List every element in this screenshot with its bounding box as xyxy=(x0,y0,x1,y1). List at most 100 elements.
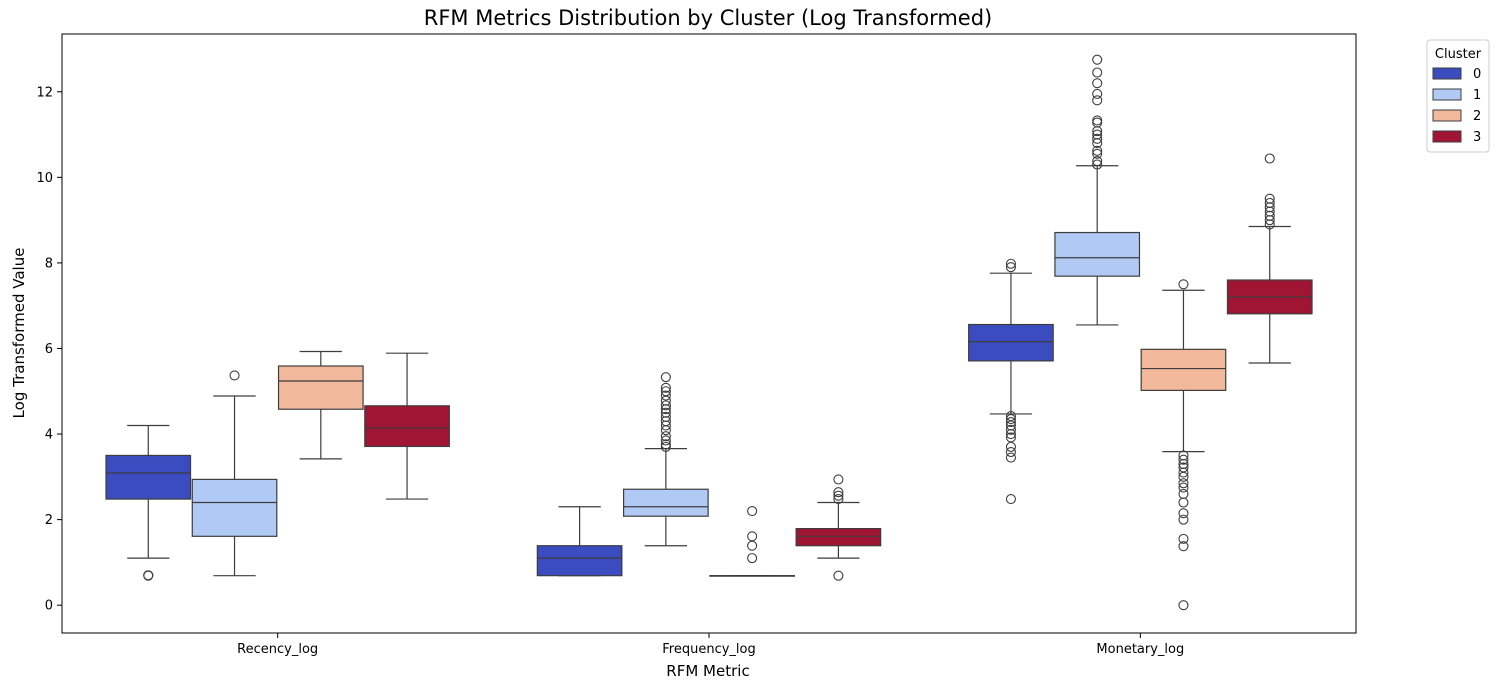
outlier-point xyxy=(660,372,671,383)
legend-label-1: 1 xyxy=(1473,88,1481,103)
outlier-point xyxy=(1092,133,1103,144)
outlier-point xyxy=(1092,117,1103,128)
box-iqr xyxy=(277,365,364,410)
outlier-point xyxy=(833,570,844,581)
x-tick-label: Recency_log xyxy=(237,642,318,657)
box-iqr xyxy=(968,323,1054,362)
outlier-point xyxy=(1178,514,1189,525)
box-cluster-1-Monetary_log xyxy=(1054,54,1141,326)
box-cluster-3-Monetary_log xyxy=(1226,153,1313,364)
plot-frame xyxy=(61,33,1357,634)
outlier-point xyxy=(1092,145,1103,156)
outlier-point xyxy=(747,553,758,564)
outlier-point xyxy=(1005,258,1016,269)
outlier-point xyxy=(1005,417,1016,428)
outlier-point xyxy=(1178,454,1189,465)
outlier-point xyxy=(1092,156,1103,167)
box-cluster-2-Recency_log xyxy=(277,350,364,460)
legend-swatch-2 xyxy=(1432,109,1462,122)
box-iqr xyxy=(105,454,192,500)
outlier-point xyxy=(1178,279,1189,290)
box-iqr xyxy=(795,528,882,547)
legend-swatch-1 xyxy=(1432,88,1462,101)
box-cluster-2-Frequency_log xyxy=(709,506,796,577)
box-cluster-0-Frequency_log xyxy=(536,506,623,577)
y-tick-label: 4 xyxy=(45,428,53,443)
outlier-point xyxy=(660,407,671,418)
outlier-point xyxy=(660,400,671,411)
box-iqr xyxy=(1140,348,1227,392)
box-iqr xyxy=(622,488,709,517)
outlier-point xyxy=(1178,533,1189,544)
outlier-point xyxy=(1178,497,1189,508)
outlier-point xyxy=(1005,262,1016,273)
outlier-point xyxy=(1005,424,1016,435)
outlier-point xyxy=(1005,428,1016,440)
outlier-point xyxy=(1092,159,1103,170)
box-cluster-3-Recency_log xyxy=(364,352,450,500)
legend: Cluster 0 1 2 3 xyxy=(1426,39,1490,153)
outlier-point xyxy=(833,487,844,498)
outlier-point xyxy=(1092,78,1103,89)
outlier-point xyxy=(660,431,671,442)
outlier-point xyxy=(1178,600,1189,611)
outlier-point xyxy=(833,494,844,505)
y-axis-label: Log Transformed Value xyxy=(10,248,28,419)
outlier-point xyxy=(1178,488,1189,499)
outlier-point xyxy=(229,370,240,381)
legend-swatch-3 xyxy=(1432,130,1462,143)
x-tick-label: Monetary_log xyxy=(1096,642,1184,657)
box-cluster-0-Recency_log xyxy=(105,424,192,581)
outlier-point xyxy=(747,531,758,542)
legend-label-3: 3 xyxy=(1473,130,1481,145)
outlier-point xyxy=(1178,467,1189,478)
legend-title: Cluster xyxy=(1435,47,1482,62)
box-iqr xyxy=(191,478,278,537)
outlier-point xyxy=(1092,148,1103,159)
outlier-point xyxy=(1005,414,1016,425)
box-cluster-1-Recency_log xyxy=(191,370,278,577)
box-iqr xyxy=(364,405,450,448)
y-tick-label: 10 xyxy=(36,171,53,186)
outlier-point xyxy=(1005,441,1016,452)
outlier-point xyxy=(1178,471,1189,482)
legend-label-0: 0 xyxy=(1473,67,1481,82)
outlier-point xyxy=(1092,54,1103,65)
outlier-point xyxy=(660,382,671,393)
outlier-point xyxy=(1178,508,1189,519)
outlier-point xyxy=(1005,494,1016,505)
outlier-point xyxy=(1264,193,1275,204)
outlier-point xyxy=(1092,115,1103,126)
y-tick-label: 2 xyxy=(45,513,53,528)
y-tick-label: 6 xyxy=(45,342,53,357)
x-axis-label: RFM Metric xyxy=(666,662,749,680)
outlier-point xyxy=(1092,67,1103,78)
box-cluster-3-Frequency_log xyxy=(795,474,882,581)
outlier-point xyxy=(1005,452,1016,463)
box-cluster-0-Monetary_log xyxy=(968,258,1054,505)
outlier-point xyxy=(660,441,671,452)
outlier-point xyxy=(143,570,154,581)
outlier-point xyxy=(660,411,671,422)
outlier-point xyxy=(660,435,671,446)
y-tick-label: 0 xyxy=(45,599,53,614)
outlier-point xyxy=(1092,95,1103,106)
outlier-point xyxy=(747,506,758,517)
outlier-point xyxy=(747,540,758,551)
outlier-point xyxy=(833,474,844,485)
box-cluster-1-Frequency_log xyxy=(622,372,709,547)
y-tick-label: 12 xyxy=(36,85,53,100)
legend-label-2: 2 xyxy=(1473,109,1481,124)
box-iqr xyxy=(536,545,623,577)
outlier-point xyxy=(660,439,671,450)
outlier-point xyxy=(1178,541,1189,552)
outlier-point xyxy=(1178,482,1189,493)
outlier-point xyxy=(1092,88,1103,99)
outlier-point xyxy=(660,386,671,397)
legend-swatch-0 xyxy=(1432,67,1462,80)
outlier-point xyxy=(1178,478,1189,489)
outlier-point xyxy=(1092,129,1103,140)
outlier-point xyxy=(1264,153,1275,164)
